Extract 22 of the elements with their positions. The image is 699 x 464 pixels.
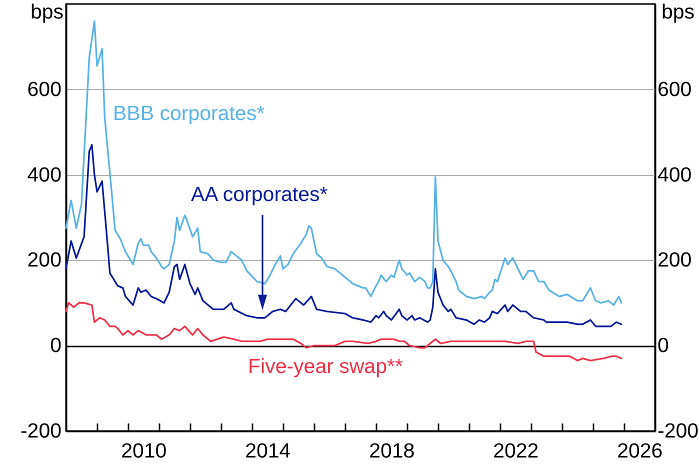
x-tick-label: 2010 — [121, 440, 167, 462]
x-tick-label: 2026 — [617, 440, 663, 462]
y2-tick-label: 400 — [658, 163, 692, 186]
x-tick-label: 2014 — [245, 440, 291, 462]
x-tick-label: 2022 — [493, 440, 539, 462]
line-series — [65, 144, 622, 328]
y2-tick-label: 600 — [658, 78, 692, 101]
y2-tick-label: -200 — [658, 420, 699, 442]
y2-tick-label: 0 — [658, 334, 669, 358]
y-axis-title: bps — [30, 0, 64, 24]
y-tick-label: 0 — [50, 334, 62, 358]
series-label: Five-year swap** — [248, 355, 403, 378]
y-tick-label: 200 — [27, 248, 62, 272]
x-tick-label: 2018 — [369, 440, 415, 462]
line-series — [65, 20, 622, 306]
y-tick-label: -200 — [20, 420, 62, 442]
y-tick-label: 400 — [27, 163, 62, 186]
y-tick-label: 600 — [27, 78, 62, 101]
y2-axis-title: bps — [662, 0, 695, 24]
text: AA corporates* — [191, 183, 328, 206]
series-label: BBB corporates* — [113, 102, 265, 125]
y2-tick-label: 200 — [658, 248, 692, 272]
